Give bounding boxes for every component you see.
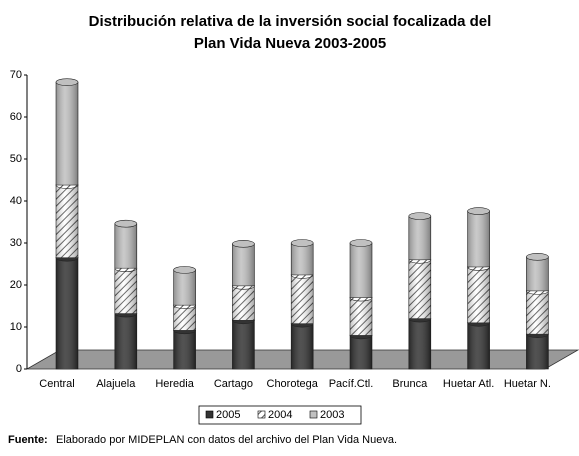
y-tick-label: 30 [10,237,22,249]
x-tick-label: Brunca [392,378,428,390]
bar-cap [349,239,373,247]
bar-shade [408,259,431,319]
bar-shade [526,334,549,369]
bar-shade [173,269,196,306]
bar-shade [56,185,78,258]
bar-shade [114,223,137,269]
bar-cap [173,266,196,274]
bar-cap [232,240,255,248]
bar-shade [291,274,314,324]
bar-shade [114,268,137,314]
y-tick-label: 60 [10,111,22,123]
x-tick-label: Cartago [214,378,253,390]
x-tick-label: Central [39,378,74,390]
bar-cap [114,219,138,228]
bar-cap [526,253,549,261]
bar-shade [232,285,255,321]
x-tick-label: Heredia [155,378,194,390]
bar-shade [56,82,78,186]
legend-swatch [257,410,266,419]
x-tick-label: Chorotega [267,378,319,390]
bar-shade [114,313,137,369]
bar-shade [232,243,255,286]
bar-shade [467,211,490,267]
bar-shade [408,318,431,369]
bar-shade [350,243,372,298]
bar-shade [350,335,372,369]
y-tick-label: 20 [10,279,22,291]
bar-shade [291,323,314,369]
y-tick-label: 50 [10,153,22,165]
chart-title: Plan Vida Nueva 2003-2005 [194,35,386,52]
x-tick-label: Huetar Atl. [443,378,494,390]
source-label: Fuente: [8,434,48,446]
bar-shade [173,330,196,369]
bar-shade [291,243,314,275]
bar-cap [467,207,490,215]
bar-shade [526,256,549,291]
x-tick-label: Alajuela [96,378,136,390]
bar-shade [467,322,490,369]
legend-label: 2005 [216,409,240,421]
bar-shade [232,320,255,369]
bar-cap [408,212,432,220]
y-tick-label: 10 [10,321,22,333]
source-text: Elaborado por MIDEPLAN con datos del arc… [56,434,397,446]
legend-swatch [309,410,318,419]
bar-shade [408,216,431,260]
legend-label: 2004 [268,409,292,421]
y-tick-label: 70 [10,69,22,81]
bar-cap [55,78,79,86]
bar-shade [173,305,196,331]
bar-shade [350,297,372,336]
legend-label: 2003 [320,409,344,421]
legend-box [198,405,362,425]
bar-shade [526,290,549,335]
x-tick-label: Huetar N. [504,378,551,390]
x-tick-label: Pacíf.Ctl. [329,378,374,390]
chart-title: Distribución relativa de la inversión so… [89,13,492,30]
y-tick-label: 0 [16,363,22,375]
bar-shade [56,257,78,369]
bar-shade [467,266,490,323]
legend-swatch [205,410,214,419]
bar-cap [290,239,314,247]
y-tick-label: 40 [10,195,22,207]
